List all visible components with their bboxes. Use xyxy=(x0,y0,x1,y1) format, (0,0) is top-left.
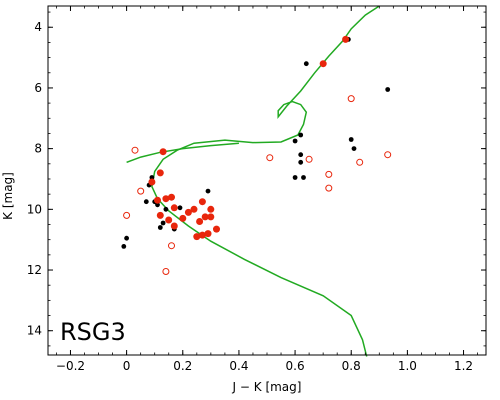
black-point xyxy=(292,175,298,180)
black-point xyxy=(348,137,354,142)
red-filled-point xyxy=(156,211,164,219)
red-filled-point xyxy=(319,60,327,68)
black-point xyxy=(298,159,304,165)
red-filled-point xyxy=(201,213,209,221)
plot-frame xyxy=(47,5,487,356)
red-open-point xyxy=(131,146,139,154)
red-filled-point xyxy=(159,148,167,156)
red-filled-point xyxy=(154,196,161,204)
red-filled-point xyxy=(193,233,201,241)
black-point xyxy=(298,152,304,158)
x-tick-label: 0.2 xyxy=(173,359,192,373)
red-open-point xyxy=(162,268,170,275)
model-curves xyxy=(126,5,380,357)
red-filled-point xyxy=(207,213,215,221)
red-filled-point xyxy=(168,193,175,201)
red-filled-point xyxy=(170,222,178,230)
red-open-point xyxy=(137,187,145,195)
black-point xyxy=(303,61,309,67)
x-tick-label: −0.2 xyxy=(56,359,85,373)
data-points xyxy=(121,35,392,275)
black-point xyxy=(385,87,391,92)
red-filled-point xyxy=(196,218,204,225)
isochrone-curve xyxy=(151,5,380,357)
black-point xyxy=(149,175,155,180)
red-filled-point xyxy=(198,231,206,239)
black-point xyxy=(351,146,357,152)
y-tick-label: 12 xyxy=(27,263,42,277)
x-tick-label: 0.6 xyxy=(286,359,305,373)
x-tick-label: 1.0 xyxy=(398,359,417,373)
x-tick-label: 0.4 xyxy=(229,359,248,373)
black-point xyxy=(298,132,304,138)
x-axis-label: J − K [mag] xyxy=(232,380,302,394)
y-tick-label: 10 xyxy=(27,202,42,216)
x-tick-label: 1.2 xyxy=(454,359,473,373)
red-filled-point xyxy=(162,195,170,203)
red-filled-point xyxy=(156,169,164,177)
red-open-point xyxy=(168,242,175,250)
isochrone-curve xyxy=(126,142,239,164)
red-filled-point xyxy=(165,216,173,224)
black-point xyxy=(143,199,149,205)
red-open-point xyxy=(123,211,131,219)
red-open-point xyxy=(347,95,355,103)
black-point xyxy=(121,244,127,249)
black-point xyxy=(157,225,163,230)
black-point xyxy=(177,205,183,211)
red-filled-point xyxy=(207,205,215,213)
red-open-point xyxy=(325,184,333,192)
black-point xyxy=(292,138,298,144)
red-filled-point xyxy=(213,225,220,233)
red-filled-point xyxy=(204,230,212,238)
red-filled-point xyxy=(190,205,198,213)
red-open-point xyxy=(266,154,274,162)
axis-ticks: −0.2 0 0.2 0.4 0.6 0.8 1.0 1.2 4 6 8 10 12 14 xyxy=(27,6,486,373)
red-filled-point xyxy=(170,204,178,212)
x-tick-label: 0.8 xyxy=(342,359,361,373)
red-filled-point xyxy=(184,208,192,216)
black-point xyxy=(301,175,306,180)
black-point xyxy=(205,188,211,194)
red-open-point xyxy=(384,151,392,159)
x-tick-label: 0 xyxy=(123,359,131,373)
panel-label: RSG3 xyxy=(60,318,126,346)
red-filled-point xyxy=(342,35,350,43)
red-filled-point xyxy=(198,198,206,206)
y-tick-label: 14 xyxy=(27,324,42,338)
red-open-point xyxy=(305,155,313,163)
y-tick-label: 6 xyxy=(34,81,42,95)
black-point xyxy=(155,202,160,208)
red-open-point xyxy=(356,158,364,166)
red-open-point xyxy=(325,170,333,178)
y-tick-label: 8 xyxy=(34,142,42,156)
y-axis-label: K [mag] xyxy=(1,172,15,220)
red-filled-point xyxy=(148,178,156,186)
red-filled-point xyxy=(179,214,187,222)
black-point xyxy=(163,206,169,212)
black-point xyxy=(124,235,129,241)
y-tick-label: 4 xyxy=(34,20,42,34)
black-point xyxy=(160,220,166,226)
